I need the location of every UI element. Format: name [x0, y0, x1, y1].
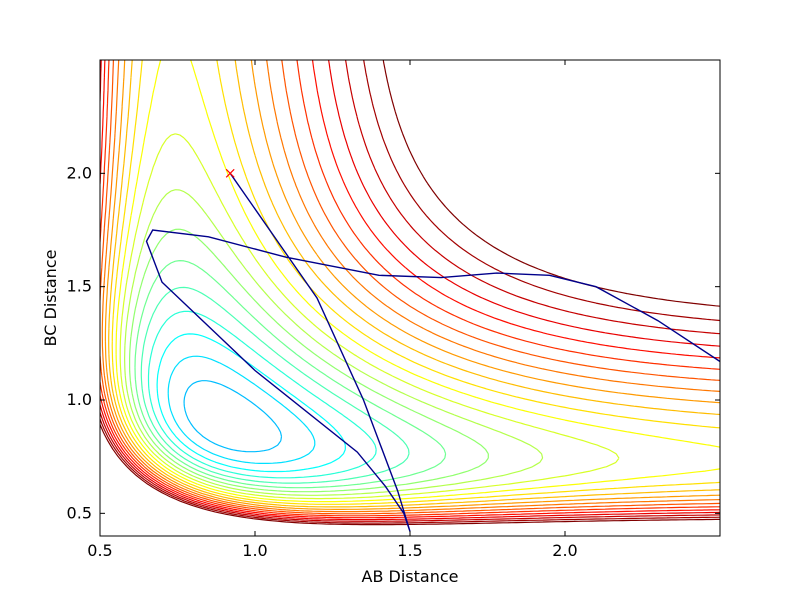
contour-line [134, 260, 447, 489]
contour-line [115, 60, 720, 503]
contour-line [100, 60, 720, 522]
contour-line [119, 133, 620, 500]
contour-line [129, 228, 489, 493]
x-tick-label: 1.0 [242, 541, 267, 560]
plot-frame [99, 59, 721, 537]
contour-line [100, 60, 720, 524]
y-tick-label: 1.0 [67, 390, 92, 409]
contour-line [100, 60, 720, 526]
contour-line [124, 189, 544, 496]
x-axis-ticks: 0.5 1.0 1.5 2.0 [87, 60, 578, 560]
trajectory-layer [145, 172, 720, 532]
y-axis-label: BC Distance [41, 250, 60, 347]
x-tick-label: 2.0 [552, 541, 577, 560]
y-tick-label: 2.0 [67, 163, 92, 182]
contour-line [183, 380, 283, 453]
y-tick-label: 1.5 [67, 277, 92, 296]
contour-line [100, 60, 720, 521]
contour-line [156, 333, 346, 473]
contour-lines [100, 60, 720, 526]
contour-line [100, 60, 720, 515]
contour-line [101, 60, 720, 513]
contour-line [104, 60, 720, 510]
trajectory-line [145, 172, 720, 532]
y-axis-ticks: 0.5 1.0 1.5 2.0 [67, 163, 720, 522]
start-marker [225, 168, 235, 178]
x-tick-label: 0.5 [87, 541, 112, 560]
contour-line [167, 355, 316, 464]
contour-line [100, 60, 720, 519]
contour-line [111, 60, 720, 505]
x-axis-label: AB Distance [362, 567, 459, 586]
y-tick-label: 0.5 [67, 503, 92, 522]
x-tick-label: 1.5 [397, 541, 422, 560]
start-marker-layer [225, 168, 235, 178]
contour-line [108, 60, 720, 508]
contour-line [140, 286, 410, 484]
contour-line [147, 310, 377, 479]
contour-line [100, 60, 720, 517]
